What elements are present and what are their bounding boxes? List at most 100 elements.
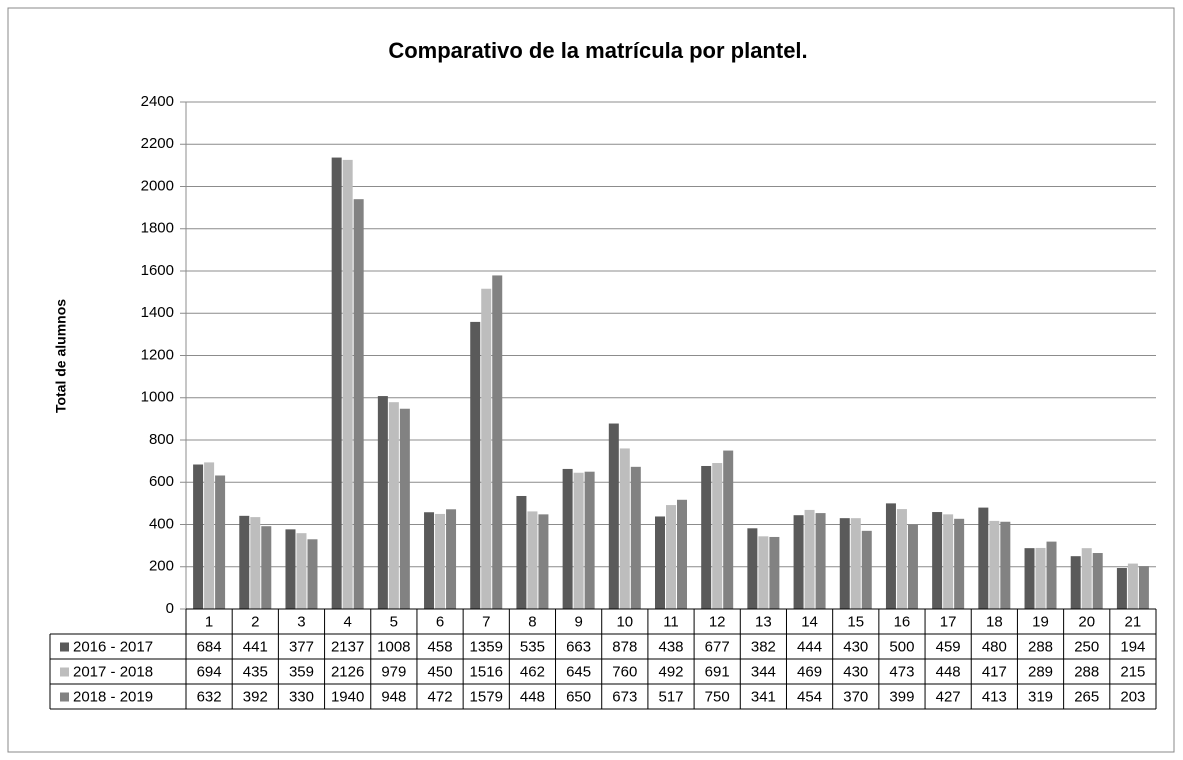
- bar: [331, 157, 342, 609]
- bar: [932, 512, 943, 609]
- table-value: 2126: [331, 663, 364, 680]
- table-value: 472: [428, 688, 453, 705]
- y-tick-label: 0: [166, 600, 174, 617]
- bar: [527, 511, 538, 609]
- bar: [388, 402, 399, 609]
- y-axis-label: Total de alumnos: [53, 299, 69, 413]
- x-tick-label: 1: [205, 613, 213, 630]
- table-value: 438: [658, 638, 683, 655]
- bar: [885, 503, 896, 609]
- table-value: 450: [428, 663, 453, 680]
- y-tick-label: 1400: [141, 304, 174, 321]
- table-value: 430: [843, 638, 868, 655]
- legend-key: [60, 642, 69, 652]
- x-tick-label: 8: [528, 613, 536, 630]
- x-tick-label: 13: [755, 613, 772, 630]
- bar: [516, 495, 527, 609]
- table-value: 377: [289, 638, 314, 655]
- bar: [608, 423, 619, 609]
- bar: [907, 524, 918, 609]
- x-tick-label: 3: [297, 613, 305, 630]
- bar: [839, 518, 850, 609]
- bar: [758, 536, 769, 609]
- table-value: 691: [705, 663, 730, 680]
- bar: [446, 509, 457, 609]
- bar: [1035, 547, 1046, 609]
- bar: [989, 520, 1000, 609]
- y-tick-label: 400: [149, 515, 174, 532]
- y-tick-label: 800: [149, 431, 174, 448]
- bar: [1046, 541, 1057, 609]
- bar: [850, 518, 861, 609]
- table-value: 1940: [331, 688, 364, 705]
- bar: [261, 526, 272, 609]
- bar: [1092, 553, 1103, 609]
- table-value: 632: [197, 688, 222, 705]
- y-tick-label: 1000: [141, 389, 174, 406]
- table-value: 370: [843, 688, 868, 705]
- table-value: 645: [566, 663, 591, 680]
- table-value: 288: [1028, 638, 1053, 655]
- bar: [562, 468, 573, 609]
- chart-title: Comparativo de la matrícula por plantel.: [388, 38, 807, 63]
- table-value: 288: [1074, 663, 1099, 680]
- table-value: 684: [197, 638, 222, 655]
- x-tick-label: 17: [940, 613, 957, 630]
- chart-frame: [7, 7, 1175, 753]
- x-tick-label: 20: [1078, 613, 1095, 630]
- table-value: 392: [243, 688, 268, 705]
- bar: [666, 505, 676, 609]
- table-value: 517: [658, 688, 683, 705]
- y-tick-label: 600: [149, 473, 174, 490]
- table-value: 492: [658, 663, 683, 680]
- bar: [630, 466, 641, 609]
- table-value: 265: [1074, 688, 1099, 705]
- table-value: 500: [889, 638, 914, 655]
- bar: [896, 509, 907, 609]
- table-value: 878: [612, 638, 637, 655]
- table-value: 359: [289, 663, 314, 680]
- bar: [239, 515, 250, 609]
- y-tick-label: 1600: [141, 262, 174, 279]
- bar: [538, 514, 549, 609]
- table-value: 382: [751, 638, 776, 655]
- bar: [424, 512, 435, 609]
- bar: [353, 199, 364, 610]
- bar: [804, 509, 815, 609]
- x-tick-label: 10: [616, 613, 633, 630]
- table-value: 1579: [470, 688, 503, 705]
- x-tick-label: 7: [482, 613, 490, 630]
- x-tick-label: 6: [436, 613, 444, 630]
- bar: [861, 530, 872, 609]
- table-value: 430: [843, 663, 868, 680]
- bar: [1081, 548, 1092, 609]
- table-value: 760: [612, 663, 637, 680]
- table-value: 694: [197, 663, 222, 680]
- bar: [712, 463, 723, 609]
- bar: [307, 539, 318, 609]
- table-value: 289: [1028, 663, 1053, 680]
- bar: [701, 465, 712, 609]
- bar: [1024, 548, 1035, 609]
- table-value: 979: [381, 663, 406, 680]
- table-value: 673: [612, 688, 637, 705]
- table-value: 399: [889, 688, 914, 705]
- table-value: 341: [751, 688, 776, 705]
- legend-label: 2016 - 2017: [73, 638, 153, 655]
- x-tick-label: 19: [1032, 613, 1049, 630]
- table-value: 480: [982, 638, 1007, 655]
- legend-label: 2017 - 2018: [73, 663, 153, 680]
- y-tick-label: 1800: [141, 220, 174, 237]
- bar: [342, 159, 353, 609]
- bar: [747, 528, 758, 609]
- table-value: 454: [797, 688, 822, 705]
- table-value: 444: [797, 638, 822, 655]
- bar: [399, 408, 410, 609]
- bar: [285, 529, 296, 609]
- bar: [723, 450, 734, 609]
- table-value: 203: [1120, 688, 1145, 705]
- legend-key: [60, 692, 69, 702]
- bar: [204, 462, 215, 609]
- y-tick-label: 200: [149, 558, 174, 575]
